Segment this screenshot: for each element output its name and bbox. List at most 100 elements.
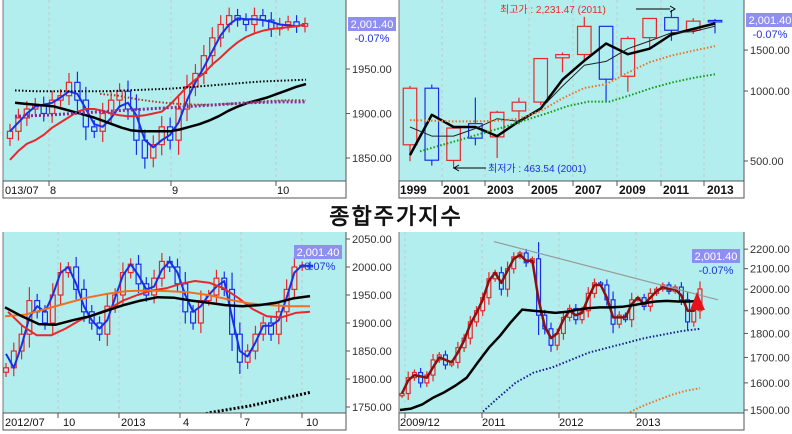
current-price-badge: [348, 17, 396, 31]
x-tick-label: 2011: [482, 417, 506, 429]
candle-body: [402, 87, 418, 146]
candle-body: [242, 19, 250, 26]
signal-up-triangle-icon: [690, 292, 705, 310]
plot-content: [6, 7, 309, 169]
candle: [229, 272, 236, 351]
candle: [616, 311, 622, 329]
y-tick-label: 1000.00: [750, 86, 790, 98]
candle-body: [598, 25, 614, 80]
candle-body: [150, 144, 157, 159]
candle-body: [616, 314, 622, 325]
candle: [3, 363, 10, 377]
candle-body: [424, 87, 440, 161]
x-tick-label: 4: [183, 417, 189, 429]
y-tick-label: 1850.00: [352, 153, 392, 165]
candle-body: [642, 17, 657, 39]
x-tick-label: 013/07: [5, 185, 39, 197]
x-tick-label: 9: [172, 185, 178, 197]
line-ma5: [409, 25, 716, 137]
candle: [455, 341, 461, 369]
x-tick-label: 2007: [575, 183, 602, 197]
current-price-label: 2,001.40: [351, 19, 394, 31]
y-tick-label: 1700.00: [750, 352, 790, 364]
y-tick-label: 1500.00: [750, 45, 790, 57]
x-tick-label: 2009/12: [400, 417, 440, 429]
y-tick-label: 1800.00: [352, 374, 392, 386]
candle: [158, 116, 165, 156]
x-tick-label: 2005: [531, 183, 558, 197]
y-tick-label: 500.00: [750, 156, 784, 168]
y-tick-label: 1950.00: [352, 64, 392, 76]
candle-body: [555, 53, 570, 59]
high-price-annotation: 최고가 : 2,231.47 (2011): [500, 4, 606, 16]
candle: [65, 73, 73, 106]
plot-content: [402, 9, 723, 169]
panel-monthly: 2200.00 2100.00 2000.00 1900.00 1800.00 1700.…: [398, 232, 790, 431]
line-ma20: [9, 23, 306, 161]
x-tick-label: 2013: [707, 183, 734, 197]
y-tick-label: 1850.00: [352, 346, 392, 358]
change-percent-label: -0.07%: [753, 29, 788, 41]
candle: [486, 272, 492, 305]
line-ma3: [408, 22, 716, 156]
y-tick-label: 2000.00: [750, 284, 790, 296]
change-percent-label: -0.07%: [699, 265, 734, 277]
time-axis: [2, 180, 347, 199]
y-tick-label: 1600.00: [750, 378, 790, 390]
candle-body: [6, 130, 14, 140]
change-percent-label: -0.07%: [355, 33, 390, 45]
candle: [642, 17, 657, 48]
candle: [707, 18, 723, 34]
line-ma120: [203, 390, 311, 413]
candle-body: [691, 310, 697, 323]
line-ma60: [4, 294, 311, 326]
line-ma20: [7, 280, 311, 337]
candle-body: [91, 126, 98, 132]
panel-yearly: 1500.00 1000.00 500.00 2,001.40 -0.07% 1999 20…: [398, 0, 792, 199]
line-ma120: [14, 78, 307, 93]
low-arrow-head: [453, 164, 460, 172]
x-tick-label: 2001: [443, 183, 470, 197]
x-tick-label: 2011: [663, 183, 689, 197]
candle: [555, 52, 570, 73]
line-ma_purple: [14, 100, 306, 118]
x-tick-label: 10: [306, 417, 318, 429]
current-price-badge: [746, 13, 792, 27]
current-price-label: 2,001.40: [695, 251, 738, 263]
y-tick-label: 1900.00: [352, 109, 392, 121]
candle-body: [424, 374, 430, 384]
y-tick-label: 1950.00: [352, 290, 392, 302]
candle-body: [158, 126, 165, 146]
y-tick-label: 2200.00: [750, 244, 790, 256]
y-tick-label: 1900.00: [352, 318, 392, 330]
current-price-badge: [294, 245, 342, 259]
line-ma_navy: [479, 327, 701, 413]
x-tick-label: 2012: [559, 417, 583, 429]
x-tick-label: 10: [277, 185, 289, 197]
candle-body: [190, 311, 197, 324]
plot-content: [3, 253, 314, 413]
line-ma_short: [400, 253, 702, 395]
candle: [57, 262, 64, 306]
x-tick-label: 2009: [619, 183, 646, 197]
y-tick-label: 2000.00: [352, 262, 392, 274]
y-tick-label: 1900.00: [750, 306, 790, 318]
x-tick-label: 2003: [487, 183, 514, 197]
candle-body: [284, 21, 292, 26]
current-price-badge: [692, 249, 740, 263]
candle: [15, 108, 22, 141]
line-ma5: [9, 17, 306, 149]
candle: [402, 85, 418, 162]
y-tick-label: 2050.00: [352, 234, 392, 246]
change-percent-label: -0.07%: [301, 261, 336, 273]
page-title: 종합주가지수: [329, 204, 463, 230]
y-tick-label: 1800.00: [750, 328, 790, 340]
candle: [598, 25, 614, 103]
line-trendline: [493, 241, 719, 301]
candle-body: [229, 288, 236, 335]
candle: [533, 57, 549, 106]
high-arrow-head: [669, 5, 676, 13]
candle-body: [3, 367, 10, 373]
panel-weekly: 2050.00 2000.00 1950.00 1900.00 1850.00 1800.…: [2, 232, 392, 431]
low-price-annotation: 최저가 : 463.54 (2001): [488, 163, 586, 175]
